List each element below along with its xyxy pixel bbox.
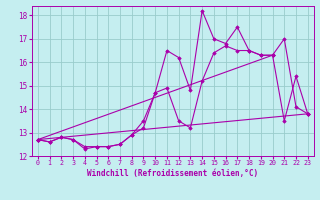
X-axis label: Windchill (Refroidissement éolien,°C): Windchill (Refroidissement éolien,°C): [87, 169, 258, 178]
